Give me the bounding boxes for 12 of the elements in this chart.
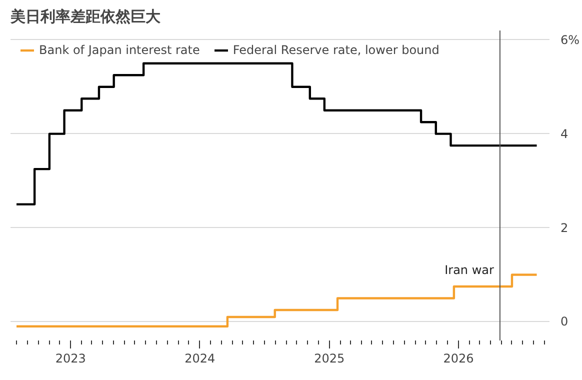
legend-label: Bank of Japan interest rate: [39, 43, 200, 57]
y-tick-label: 4: [560, 126, 568, 141]
y-tick-label: 0: [560, 314, 568, 329]
x-tick-label: 2023: [55, 352, 86, 366]
x-tick-label: 2026: [443, 352, 474, 366]
x-tick-label: 2025: [314, 352, 345, 366]
x-tick-label: 2024: [184, 352, 216, 366]
y-tick-label: 6%: [560, 32, 580, 47]
chart-title: 美日利率差距依然巨大: [10, 8, 162, 26]
y-tick-label: 2: [560, 220, 568, 235]
legend-label: Federal Reserve rate, lower bound: [232, 43, 440, 57]
ref-line-label: Iran war: [444, 263, 494, 278]
